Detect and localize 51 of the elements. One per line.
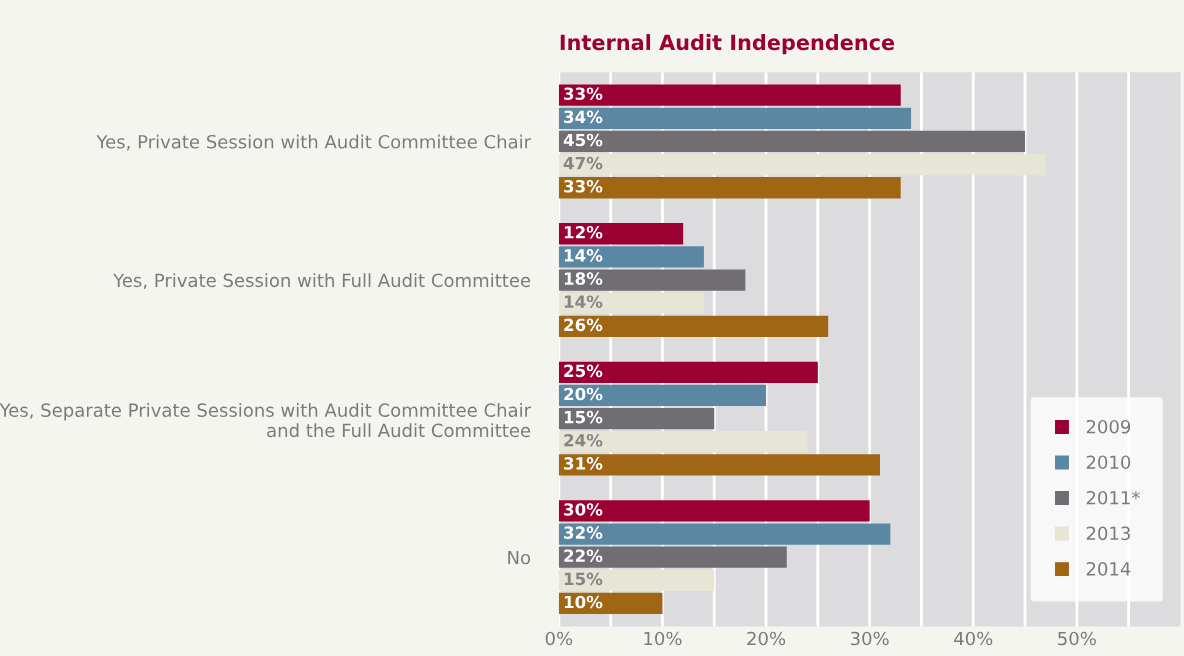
data-label: 24% [564,433,603,447]
data-label: 33% [564,87,603,100]
data-label: 34% [564,110,603,124]
y-tick-label: No [508,550,531,565]
bar [558,269,746,291]
data-label: 26% [564,318,603,332]
x-tick-label: 0% [545,631,573,646]
legend-label: 2010 [1086,455,1131,470]
y-tick-label: Yes, Private Session with Full Audit Committee [113,273,531,289]
data-label: 15% [564,572,603,586]
bar [558,361,818,383]
data-label: 10% [564,595,603,609]
bar [558,107,912,129]
bar [558,546,787,568]
bar [558,84,901,106]
x-tick-label: 30% [850,631,889,646]
y-tick-label: Yes, Private Session with Audit Committee Chair [96,134,532,151]
data-label: 32% [564,526,603,539]
data-label: 20% [564,387,603,401]
data-label: 33% [564,179,603,193]
x-tick-label: 40% [954,631,993,646]
bar [558,130,1026,153]
data-label: 25% [564,364,603,378]
legend-label: 2013 [1086,526,1130,541]
x-tick-label: 50% [1058,631,1096,646]
data-label: 15% [564,410,603,424]
data-label: 12% [564,225,603,239]
legend-label: 2014 [1086,562,1131,576]
data-label: 45% [563,133,603,147]
legend-label: 2009 [1086,419,1131,434]
data-label: 31% [564,457,603,470]
bar [558,454,881,476]
y-tick-label: Yes, Separate Private Sessions with Audit Committee Chair and the Full Audit Committee [0,403,532,438]
data-label: 30% [564,503,603,516]
bar [558,177,901,199]
bar [558,407,715,430]
x-tick-label: 20% [747,631,786,646]
data-label: 47% [563,156,603,170]
data-label: 18% [564,272,603,285]
bar [558,246,704,268]
data-label: 14% [564,249,603,262]
data-label: 22% [564,549,603,563]
bar [558,223,684,245]
bar [558,523,891,545]
chart-title: Internal Audit Independence [560,34,895,55]
legend-label: 2011* [1086,490,1140,505]
bar [558,500,870,522]
bar [558,384,767,407]
bar [558,315,829,337]
data-label: 14% [564,295,603,309]
x-tick-label: 10% [644,631,682,646]
